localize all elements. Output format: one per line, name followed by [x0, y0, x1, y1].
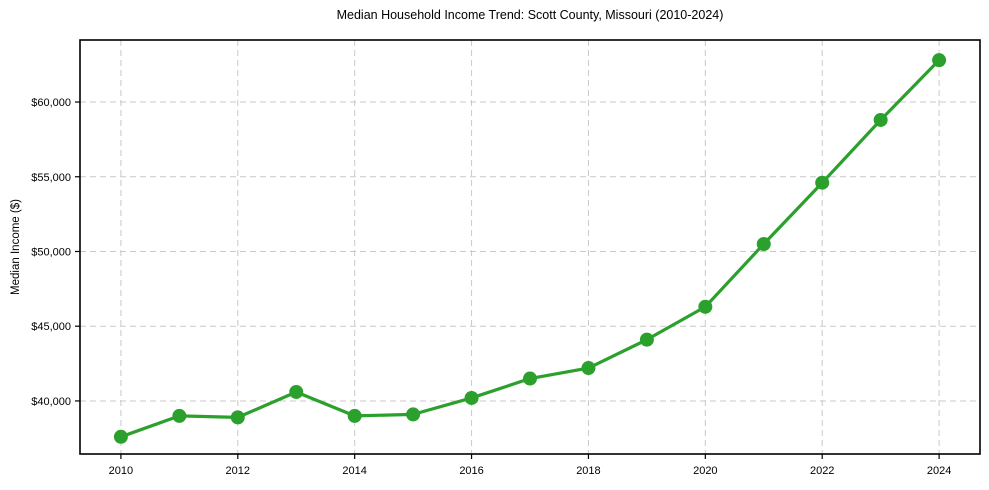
y-tick-label: $60,000	[31, 97, 71, 109]
x-tick-label: 2020	[693, 465, 717, 477]
x-tick-label: 2022	[810, 465, 834, 477]
y-tick-label: $45,000	[31, 321, 71, 333]
x-tick-label: 2012	[226, 465, 250, 477]
x-tick-label: 2010	[109, 465, 133, 477]
data-point-marker	[698, 299, 713, 314]
data-point-marker	[932, 53, 947, 68]
y-tick-label: $40,000	[31, 396, 71, 408]
data-point-marker	[113, 429, 128, 444]
data-point-marker	[873, 112, 888, 127]
data-point-marker	[581, 361, 596, 376]
data-point-marker	[756, 237, 771, 252]
data-point-marker	[523, 371, 537, 386]
data-point-marker	[230, 410, 245, 425]
x-tick-label: 2014	[342, 465, 366, 477]
data-point-marker	[172, 408, 187, 423]
plot-border	[79, 39, 981, 455]
data-point-marker	[347, 408, 362, 423]
y-tick-label: $55,000	[31, 172, 71, 184]
data-point-marker	[406, 407, 421, 422]
data-point-marker	[815, 175, 830, 190]
x-tick-label: 2024	[927, 465, 951, 477]
x-tick-label: 2018	[576, 465, 600, 477]
y-tick-label: $50,000	[31, 246, 71, 258]
chart-title: Median Household Income Trend: Scott Cou…	[336, 8, 724, 22]
data-point-marker	[289, 384, 304, 399]
data-point-marker	[639, 332, 654, 347]
x-tick-label: 2016	[459, 465, 483, 477]
data-point-marker	[464, 390, 479, 405]
